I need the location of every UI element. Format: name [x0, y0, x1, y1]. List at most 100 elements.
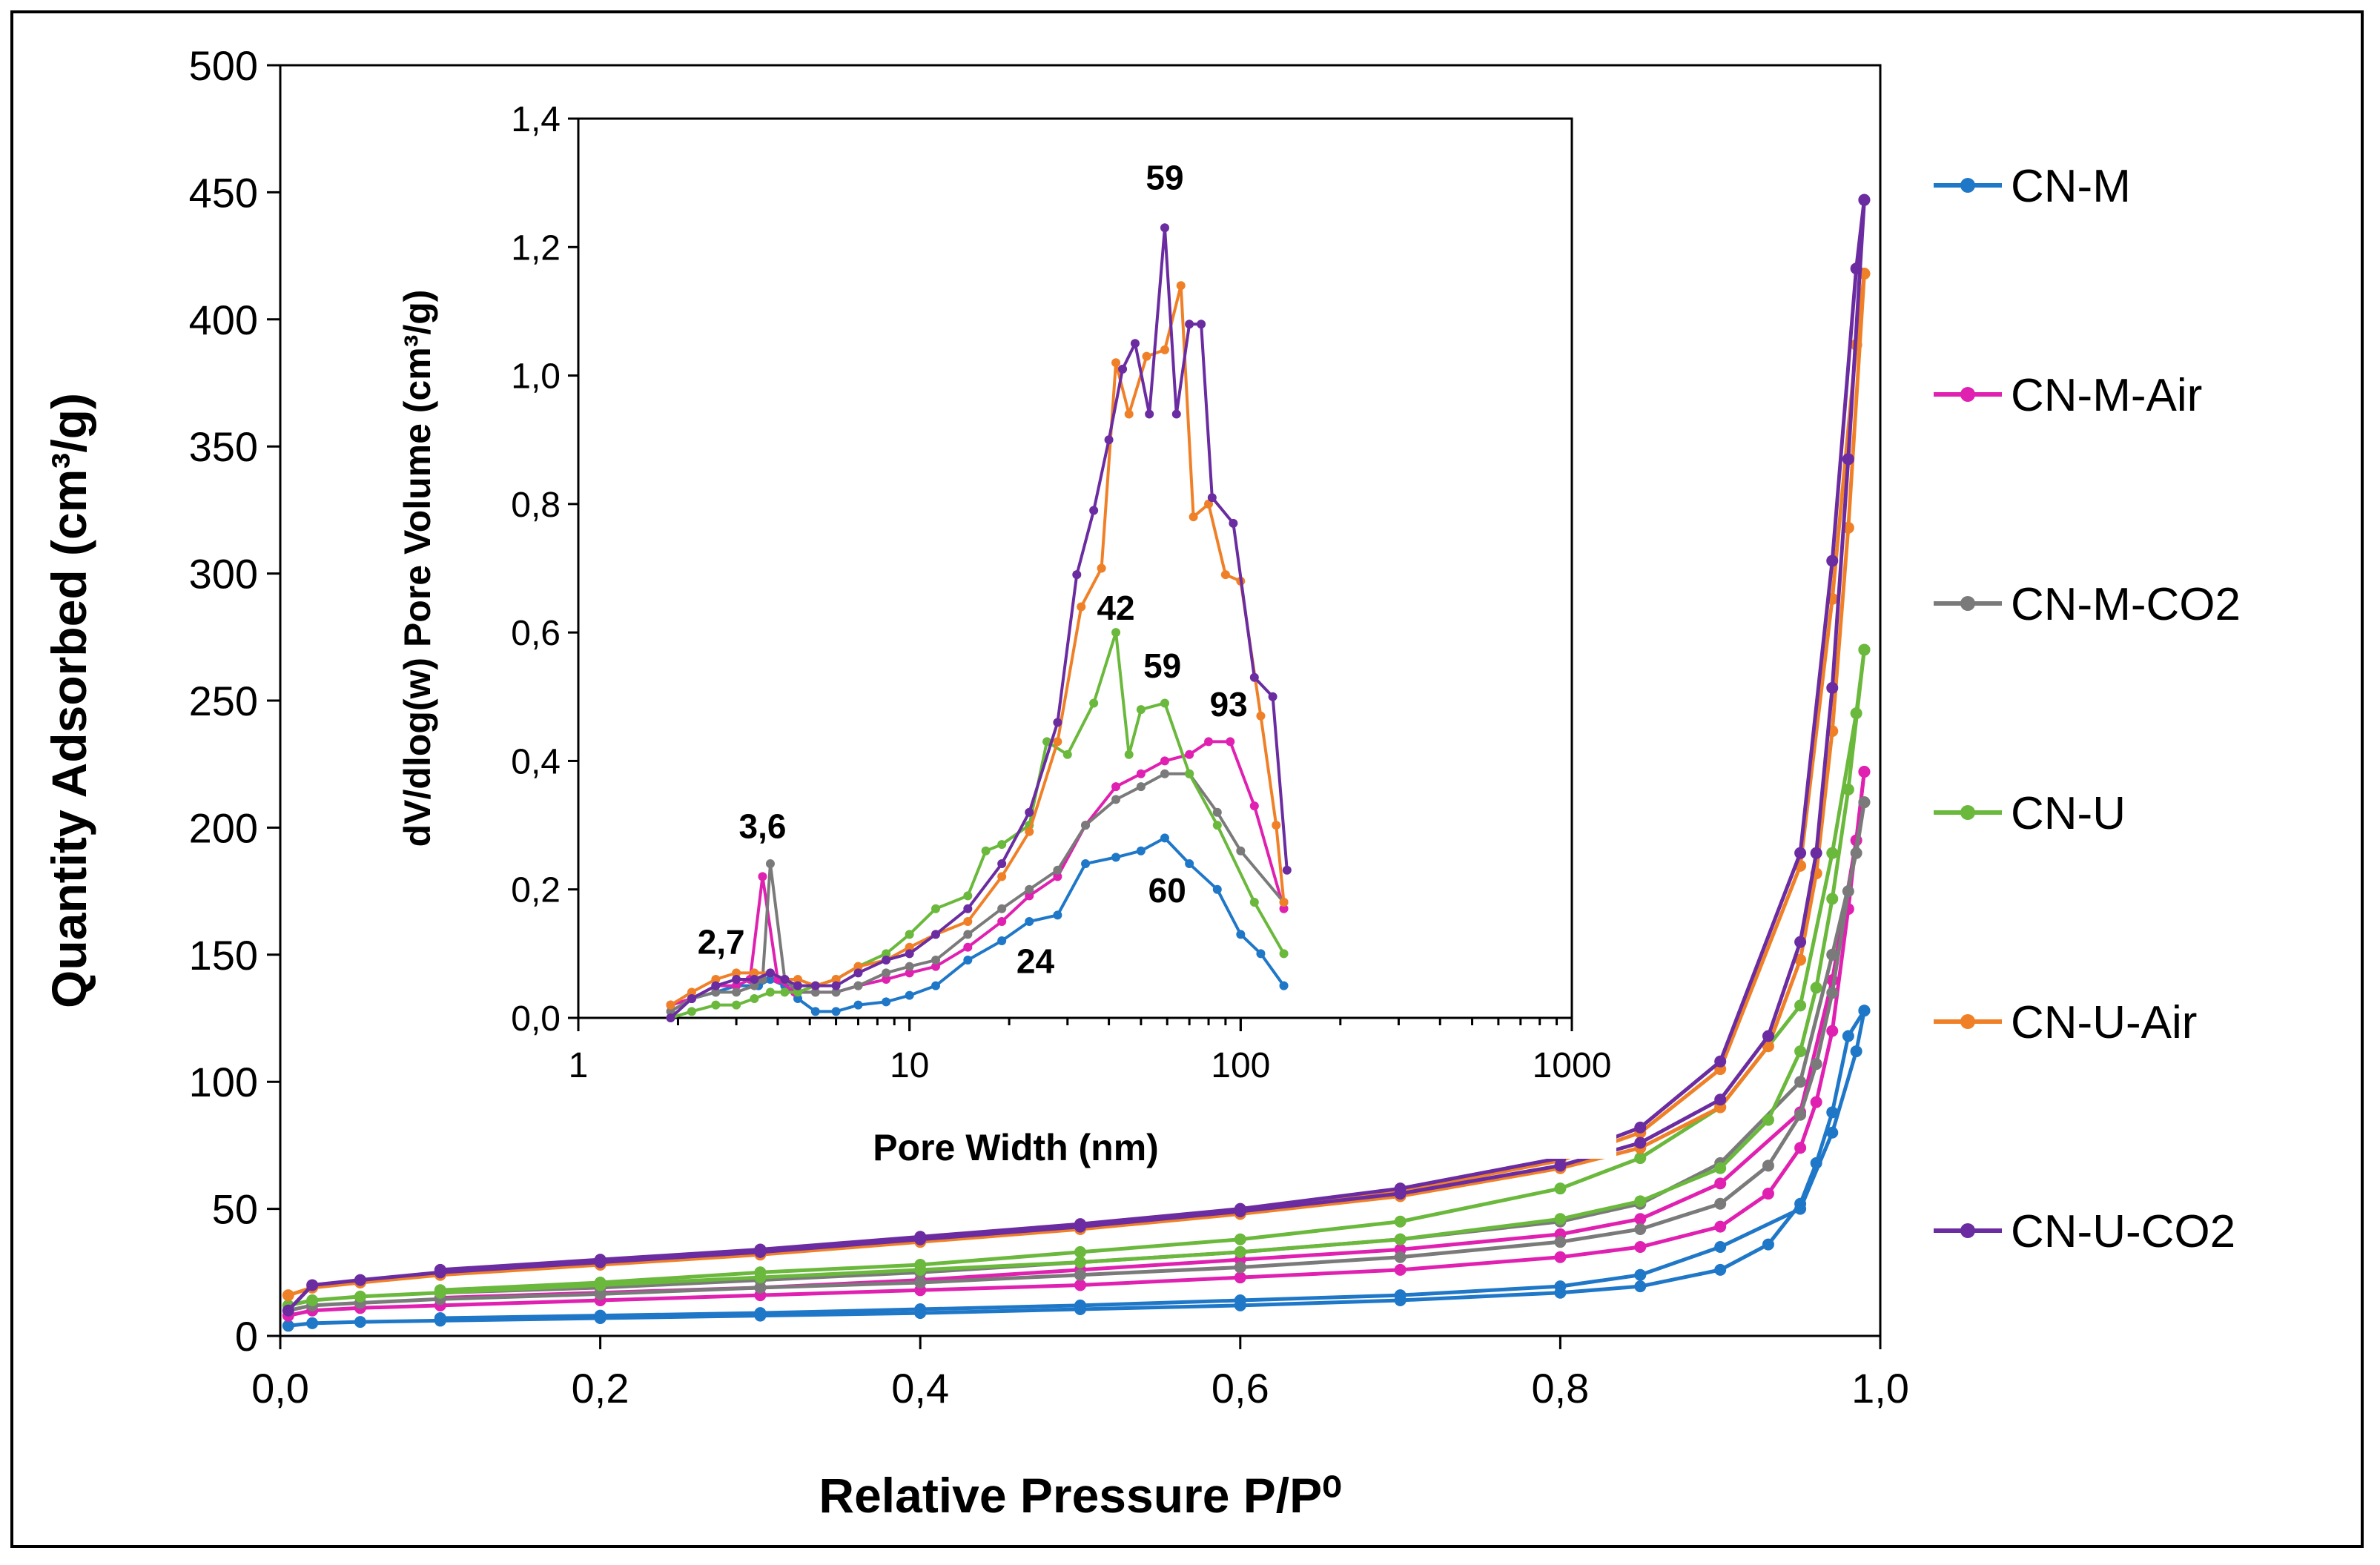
inset-data-point — [750, 975, 759, 985]
data-point — [434, 1284, 446, 1297]
inset-data-point — [750, 994, 759, 1004]
inset-data-point — [810, 987, 820, 997]
inset-data-point — [1220, 570, 1230, 580]
inset-y-tick-label: 1,4 — [511, 100, 561, 139]
inset-data-point — [1025, 891, 1034, 901]
data-point — [1634, 1241, 1647, 1254]
inset-data-point — [780, 987, 790, 997]
inset-data-point — [1111, 782, 1121, 792]
inset-data-point — [1072, 570, 1082, 580]
inset-data-point — [831, 1007, 841, 1016]
y-tick-label: 350 — [189, 423, 258, 470]
series-CN-U — [282, 643, 1871, 1311]
data-point — [306, 1279, 319, 1291]
inset-data-point — [997, 859, 1007, 869]
legend-item: CN-U — [1934, 788, 2126, 839]
inset-data-point — [1111, 358, 1121, 368]
y-tick-label: 0 — [235, 1313, 258, 1360]
inset-data-point — [1236, 930, 1246, 939]
data-point — [354, 1274, 366, 1286]
data-point — [1634, 1195, 1647, 1208]
legend-swatch-marker — [1960, 178, 1975, 193]
inset-data-point — [711, 975, 721, 985]
data-point — [1234, 1261, 1246, 1274]
inset-data-point — [1212, 884, 1222, 894]
legend-swatch-marker — [1960, 1223, 1975, 1238]
data-point — [1234, 1202, 1246, 1215]
inset-data-point — [780, 975, 790, 985]
inset-data-point — [1025, 884, 1034, 894]
inset-data-point — [1081, 859, 1091, 869]
inset-data-point — [810, 981, 820, 990]
inset-data-point — [1130, 339, 1140, 348]
inset-data-point — [1111, 795, 1121, 804]
inset-data-point — [687, 987, 696, 997]
inset-data-point — [931, 962, 941, 971]
inset-data-point — [793, 975, 803, 985]
peak-annotation: 59 — [1143, 646, 1181, 685]
legend-swatch-marker — [1960, 805, 1975, 820]
x-tick-label: 0,2 — [572, 1365, 629, 1412]
x-tick-label: 0,6 — [1212, 1365, 1269, 1412]
data-point — [1394, 1289, 1406, 1302]
inset-data-point — [853, 981, 863, 990]
legend-label: CN-U-Air — [2011, 997, 2197, 1048]
data-point — [1850, 707, 1862, 720]
data-point — [1858, 193, 1871, 206]
inset-data-point — [882, 949, 891, 959]
inset-background — [452, 89, 1616, 1159]
inset-data-point — [1053, 865, 1062, 875]
inset-data-point — [882, 997, 891, 1007]
inset-data-point — [810, 1007, 820, 1016]
legend-label: CN-U — [2011, 788, 2126, 839]
inset-data-point — [765, 975, 775, 985]
inset-x-axis-title: Pore Width (nm) — [873, 1127, 1159, 1168]
legend-label: CN-M-Air — [2011, 370, 2202, 421]
inset-data-point — [1256, 711, 1266, 721]
inset-data-point — [793, 981, 803, 990]
inset-data-point — [931, 956, 941, 965]
data-point — [1074, 1218, 1086, 1231]
inset-data-point — [1097, 563, 1106, 573]
data-point — [1634, 1213, 1647, 1225]
inset-data-point — [1081, 821, 1091, 830]
peak-annotation: 42 — [1097, 589, 1134, 627]
data-point — [1234, 1294, 1246, 1307]
data-point — [1762, 1040, 1774, 1053]
inset-data-point — [1176, 281, 1186, 291]
inset-data-point — [1249, 898, 1259, 907]
inset-data-point — [981, 846, 991, 856]
inset-data-point — [1256, 949, 1266, 959]
inset-data-point — [931, 904, 941, 913]
inset-data-point — [1111, 853, 1121, 862]
legend-item: CN-M-Air — [1934, 370, 2202, 421]
y-tick-label: 250 — [189, 678, 258, 724]
legend-label: CN-M-CO2 — [2011, 579, 2241, 630]
data-point — [1810, 1058, 1822, 1071]
inset-plot-area — [577, 117, 1573, 1019]
inset-series-CN-U-CO2 — [666, 223, 1292, 1022]
inset-data-point — [831, 981, 841, 990]
inset-data-point — [1089, 506, 1099, 515]
data-point — [1554, 1251, 1567, 1263]
inset-data-point — [793, 987, 803, 997]
data-point — [1794, 1108, 1807, 1121]
inset-data-point — [905, 968, 914, 978]
inset-data-point — [1124, 409, 1134, 419]
data-point — [1826, 555, 1839, 567]
data-point — [1794, 999, 1807, 1012]
inset-data-point — [1185, 750, 1194, 759]
inset-data-point — [963, 917, 973, 927]
y-tick-label: 300 — [189, 551, 258, 598]
inset-data-point — [931, 981, 941, 990]
data-point — [1714, 1093, 1727, 1106]
legend-item: CN-U-CO2 — [1934, 1206, 2235, 1257]
data-point — [1554, 1280, 1567, 1293]
data-point — [1858, 643, 1871, 656]
inset-data-point — [1124, 750, 1134, 759]
inset-data-point — [831, 987, 841, 997]
x-tick-label: 1,0 — [1851, 1365, 1909, 1412]
y-tick-label: 100 — [189, 1059, 258, 1105]
data-point — [1826, 893, 1839, 905]
data-point — [1794, 1142, 1807, 1154]
